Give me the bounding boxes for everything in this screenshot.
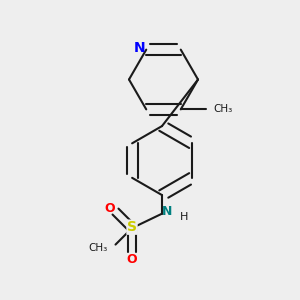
Text: CH₃: CH₃ <box>89 243 108 253</box>
Text: N: N <box>134 41 146 55</box>
Text: O: O <box>105 202 116 215</box>
Text: O: O <box>127 253 137 266</box>
Text: CH₃: CH₃ <box>214 104 233 114</box>
Text: N: N <box>162 205 172 218</box>
Text: H: H <box>179 212 188 222</box>
Text: S: S <box>127 220 137 234</box>
